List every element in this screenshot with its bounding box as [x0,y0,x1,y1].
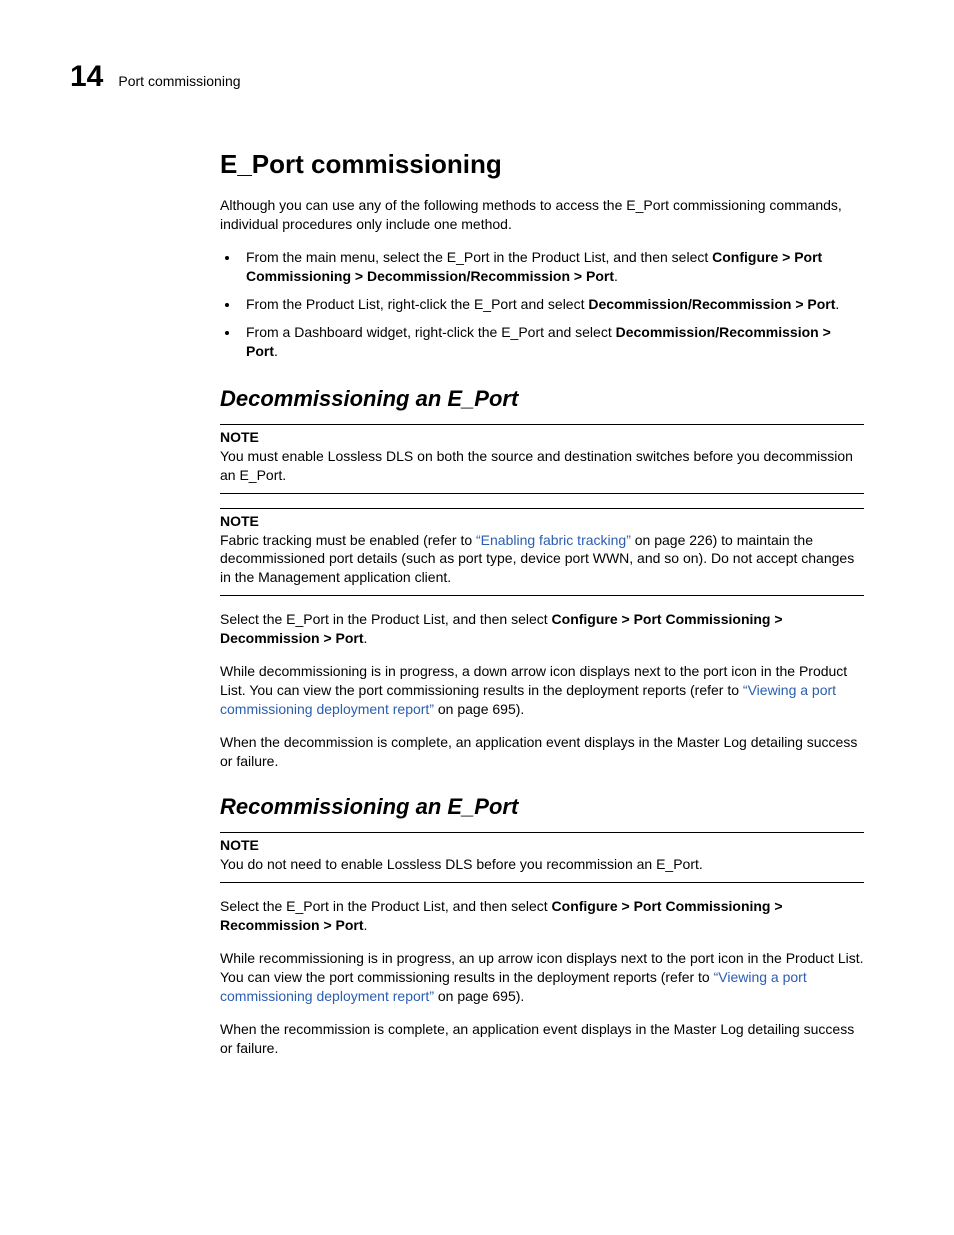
step-pre: Select the E_Port in the Product List, a… [220,611,552,627]
list-item: From a Dashboard widget, right-click the… [240,323,864,362]
note-body: You do not need to enable Lossless DLS b… [220,855,864,874]
recommission-title: Recommissioning an E_Port [220,794,864,820]
note-block: NOTE Fabric tracking must be enabled (re… [220,508,864,597]
recommission-step: Select the E_Port in the Product List, a… [220,897,864,935]
decommission-title: Decommissioning an E_Port [220,386,864,412]
note-label: NOTE [220,513,864,529]
note-label: NOTE [220,837,864,853]
cross-ref-link[interactable]: “Enabling fabric tracking” [476,532,631,548]
recommission-complete: When the recommission is complete, an ap… [220,1020,864,1058]
list-text-post: . [274,343,278,359]
running-title: Port commissioning [118,73,240,89]
decommission-complete: When the decommission is complete, an ap… [220,733,864,771]
decommission-progress: While decommissioning is in progress, a … [220,662,864,719]
note-label: NOTE [220,429,864,445]
progress-post: on page 695). [434,988,524,1004]
decommission-step: Select the E_Port in the Product List, a… [220,610,864,648]
menu-path: Decommission/Recommission > Port [588,296,835,312]
step-pre: Select the E_Port in the Product List, a… [220,898,552,914]
list-text-pre: From the Product List, right-click the E… [246,296,588,312]
recommission-progress: While recommissioning is in progress, an… [220,949,864,1006]
section-title: E_Port commissioning [220,149,864,180]
page: 14 Port commissioning E_Port commissioni… [0,0,954,1235]
list-item: From the Product List, right-click the E… [240,295,864,315]
note-block: NOTE You do not need to enable Lossless … [220,832,864,883]
method-list: From the main menu, select the E_Port in… [220,248,864,362]
note-body: Fabric tracking must be enabled (refer t… [220,531,864,588]
list-text-post: . [614,268,618,284]
step-post: . [364,917,368,933]
list-item: From the main menu, select the E_Port in… [240,248,864,287]
section-intro: Although you can use any of the followin… [220,196,864,234]
list-text-pre: From the main menu, select the E_Port in… [246,249,712,265]
list-text-pre: From a Dashboard widget, right-click the… [246,324,616,340]
step-post: . [364,630,368,646]
note-text-pre: Fabric tracking must be enabled (refer t… [220,532,476,548]
content-area: E_Port commissioning Although you can us… [220,149,864,1058]
note-block: NOTE You must enable Lossless DLS on bot… [220,424,864,494]
note-body: You must enable Lossless DLS on both the… [220,447,864,485]
chapter-number: 14 [70,60,103,94]
progress-post: on page 695). [434,701,524,717]
list-text-post: . [835,296,839,312]
running-header: 14 Port commissioning [70,60,864,94]
